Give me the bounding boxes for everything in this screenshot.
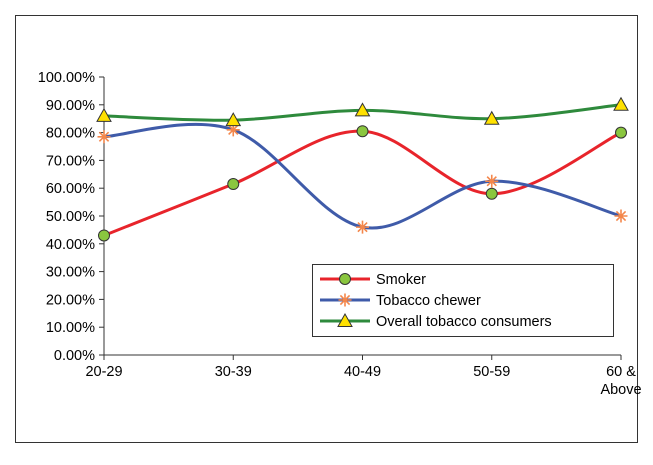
data-point-marker — [485, 174, 499, 188]
x-tick-label: 20-29 — [85, 364, 122, 380]
x-tick-label: 50-59 — [473, 364, 510, 380]
y-tick-label: 80.00% — [46, 126, 95, 142]
data-point-marker — [483, 110, 500, 125]
y-tick-label: 60.00% — [46, 181, 95, 197]
y-tick-label: 90.00% — [46, 98, 95, 114]
y-tick-label: 0.00% — [54, 348, 95, 364]
x-tick-label: 60 & — [606, 364, 636, 380]
legend-swatch-marker — [337, 312, 353, 327]
x-tick-label: 30-39 — [215, 364, 252, 380]
legend-entry: Smoker — [320, 272, 426, 288]
legend-swatch-marker — [339, 273, 351, 285]
data-point-marker — [227, 178, 240, 191]
y-tick-label: 50.00% — [46, 209, 95, 225]
y-tick-label: 100.00% — [38, 70, 95, 86]
data-point-marker — [98, 229, 110, 242]
axes: 0.00% 10.00% 20.00% 30.00% 40.00% 50.00% 60.00… — [38, 70, 642, 398]
data-point-marker — [613, 96, 629, 111]
series-layer — [96, 96, 629, 242]
data-point-marker — [485, 187, 498, 200]
y-tick-label: 40.00% — [46, 237, 95, 253]
y-tick-label: 30.00% — [46, 265, 95, 281]
x-tick-label: 40-49 — [344, 364, 381, 380]
data-point-marker — [97, 130, 111, 144]
data-point-marker — [354, 102, 371, 117]
legend-label: Overall tobacco consumers — [376, 314, 552, 330]
data-point-marker — [614, 209, 628, 223]
data-point-marker — [225, 112, 242, 127]
y-tick-label: 10.00% — [46, 320, 95, 336]
series-smoker — [98, 125, 627, 242]
data-point-marker — [356, 220, 369, 234]
legend-entry: Overall tobacco consumers — [320, 312, 552, 330]
y-tick-label: 70.00% — [46, 153, 95, 169]
data-point-marker — [96, 107, 112, 122]
data-point-marker — [226, 123, 240, 137]
legend-entry: Tobacco chewer — [320, 293, 481, 309]
data-point-marker — [615, 126, 627, 139]
legend-label: Smoker — [376, 272, 426, 288]
y-tick-label: 20.00% — [46, 292, 95, 308]
legend-swatch-marker — [338, 293, 352, 307]
data-point-marker — [356, 125, 369, 138]
series-overall-tobacco-consumers — [96, 96, 629, 127]
series-tobacco-chewer — [97, 122, 628, 234]
x-tick-label: Above — [600, 382, 641, 398]
legend: Smoker Tobacco chewer Overall tobacco cons… — [312, 264, 614, 337]
legend-label: Tobacco chewer — [376, 293, 481, 309]
